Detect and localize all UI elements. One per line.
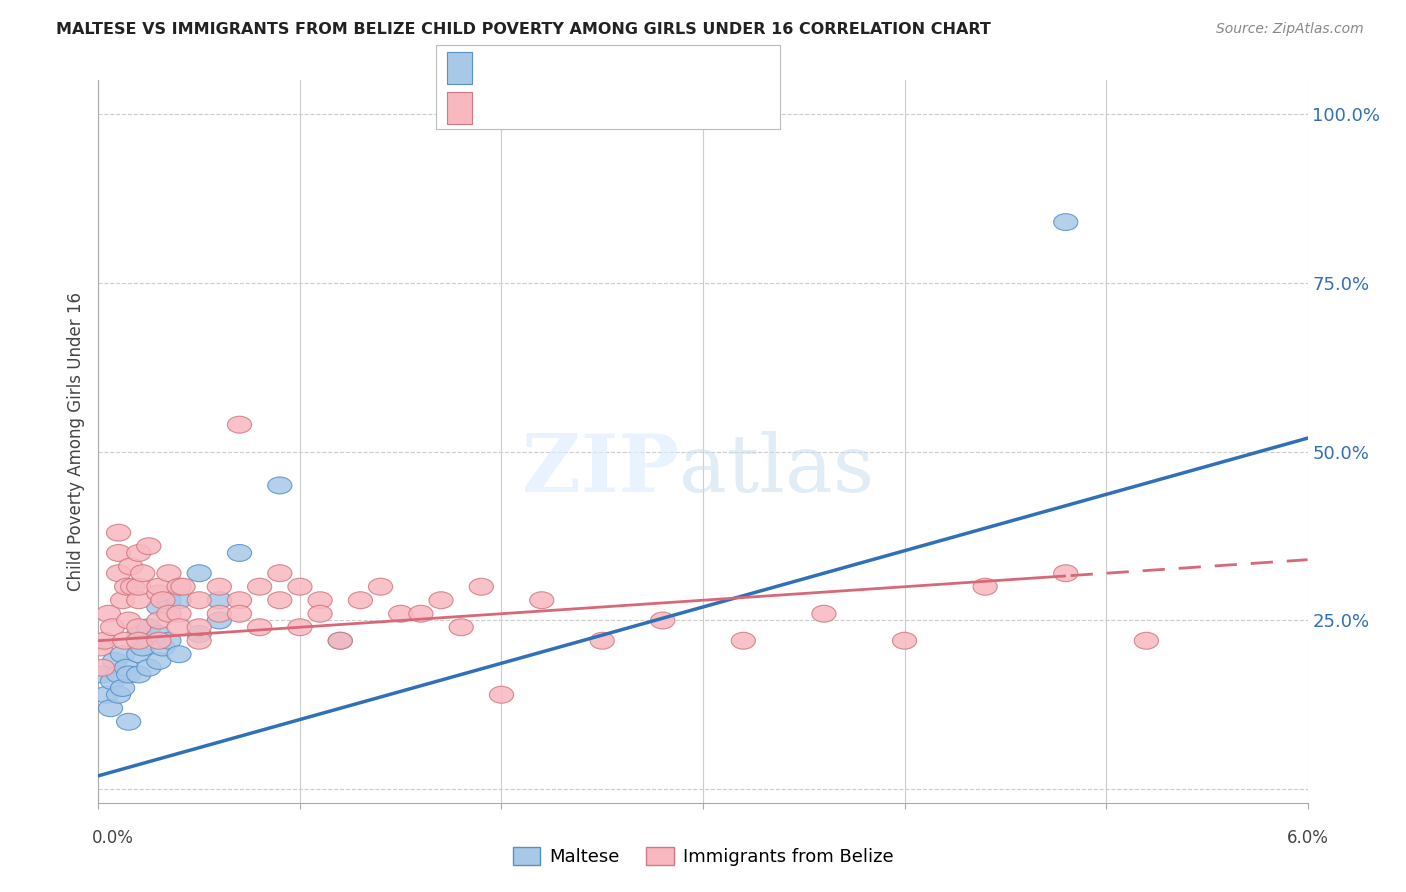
Text: N =: N = bbox=[585, 63, 637, 81]
Y-axis label: Child Poverty Among Girls Under 16: Child Poverty Among Girls Under 16 bbox=[66, 292, 84, 591]
Text: ZIP: ZIP bbox=[522, 432, 679, 509]
Text: 0.693: 0.693 bbox=[526, 63, 582, 81]
Text: 0.130: 0.130 bbox=[526, 103, 582, 121]
Text: 0.0%: 0.0% bbox=[91, 829, 134, 847]
Text: atlas: atlas bbox=[679, 432, 875, 509]
Text: 6.0%: 6.0% bbox=[1286, 829, 1329, 847]
Text: R =: R = bbox=[484, 63, 523, 81]
Text: N =: N = bbox=[585, 103, 637, 121]
Text: 34: 34 bbox=[630, 63, 655, 81]
Text: 66: 66 bbox=[630, 103, 655, 121]
Text: Source: ZipAtlas.com: Source: ZipAtlas.com bbox=[1216, 22, 1364, 37]
Legend: Maltese, Immigrants from Belize: Maltese, Immigrants from Belize bbox=[506, 839, 900, 873]
Text: MALTESE VS IMMIGRANTS FROM BELIZE CHILD POVERTY AMONG GIRLS UNDER 16 CORRELATION: MALTESE VS IMMIGRANTS FROM BELIZE CHILD … bbox=[56, 22, 991, 37]
Text: R =: R = bbox=[484, 103, 523, 121]
